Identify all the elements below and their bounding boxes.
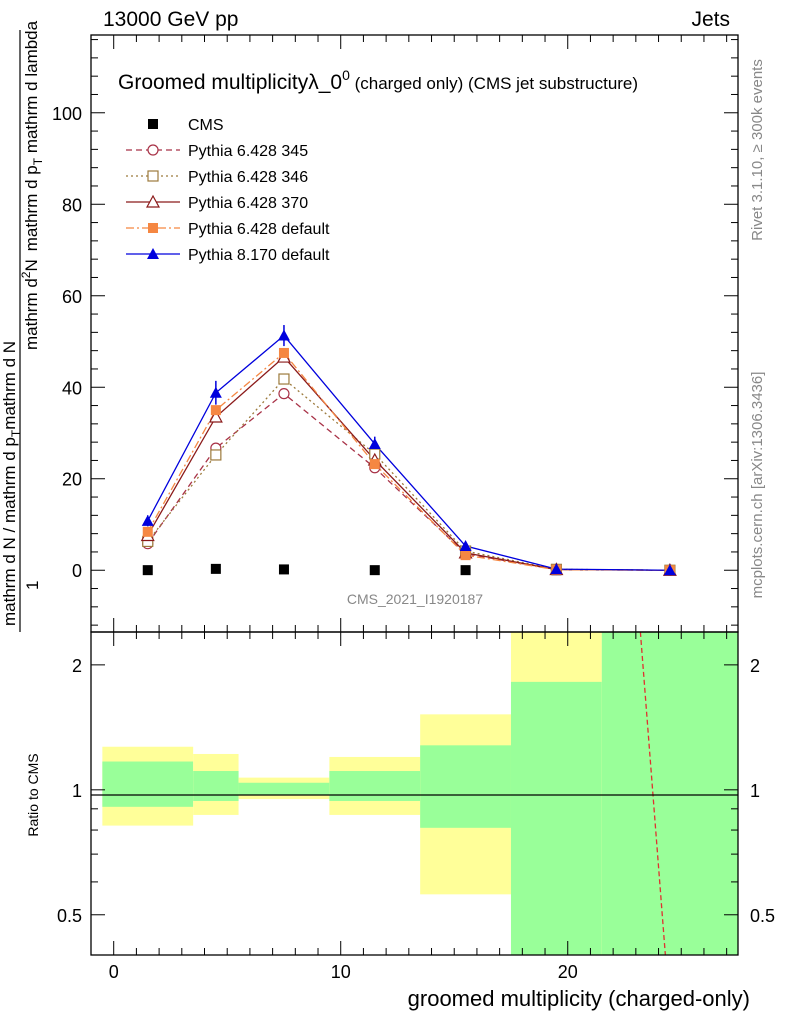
ratio-y-tick-label: 0.5 — [57, 906, 82, 926]
data-point — [278, 564, 289, 575]
series-line — [147, 356, 670, 571]
y-axis-label: 1 — [23, 581, 42, 590]
ratio-band-green — [420, 745, 511, 828]
ylabel-denominator: mathrm d N / mathrm d pTmathrm d N — [0, 341, 23, 626]
data-point — [369, 565, 380, 576]
energy-label: 13000 GeV pp — [103, 8, 239, 31]
data-point — [210, 449, 222, 461]
x-tick-label: 0 — [109, 962, 119, 982]
axis-ticks: 0 10 20 0 20 40 60 80 100 0.5 0.5 1 1 2 2 — [52, 35, 775, 982]
data-point — [550, 563, 563, 575]
ratio-y-tick-label: 2 — [72, 656, 82, 676]
legend-marker — [147, 248, 159, 259]
legend-label: Pythia 8.170 default — [188, 247, 330, 264]
x-tick-label: 20 — [558, 962, 578, 982]
ratio-red-line — [639, 631, 667, 956]
series-markers — [140, 329, 677, 576]
legend-label: Pythia 6.428 default — [188, 221, 330, 238]
y-tick-label: 0 — [72, 561, 82, 581]
x-tick-label: 10 — [331, 962, 351, 982]
y-tick-label: 20 — [62, 470, 82, 490]
series-line — [147, 352, 670, 571]
ratio-band-green — [193, 771, 239, 801]
data-point — [459, 539, 472, 551]
legend-marker — [148, 223, 158, 233]
data-point — [369, 459, 380, 470]
data-point — [277, 329, 290, 341]
legend-marker — [145, 194, 161, 208]
legend-label: Pythia 6.428 370 — [188, 195, 308, 212]
y-tick-label: 100 — [52, 104, 82, 124]
ylabel-numerator: 1 — [23, 581, 42, 590]
chart-title: Groomed multiplicityλ_00 (charged only) … — [118, 67, 638, 94]
ratio-frame — [90, 631, 739, 956]
ratio-band-green — [329, 771, 421, 801]
legend-marker — [147, 144, 159, 156]
mcplots-label: mcplots.cern.ch [arXiv:1306.3436] — [749, 372, 766, 599]
series-line — [147, 334, 670, 571]
x-axis-label: groomed multiplicity (charged-only) — [407, 986, 750, 1011]
data-point — [278, 388, 290, 400]
data-point — [278, 373, 290, 385]
y-tick-label: 80 — [62, 195, 82, 215]
data-point — [210, 563, 221, 574]
data-point — [209, 386, 222, 398]
ratio-y-tick-label-right: 0.5 — [750, 906, 775, 926]
data-point — [460, 550, 471, 561]
data-point — [368, 437, 381, 449]
data-point — [141, 514, 154, 526]
data-point — [142, 526, 153, 537]
legend-label: CMS — [188, 117, 224, 134]
ratio-band-green — [238, 782, 330, 796]
legend-marker — [147, 170, 159, 182]
legend-marker — [148, 119, 158, 129]
series-lines — [147, 325, 670, 571]
process-label: Jets — [691, 8, 730, 31]
y-tick-label: 40 — [62, 378, 82, 398]
ratio-y-axis-label: Ratio to CMS — [25, 753, 41, 836]
data-point — [663, 564, 676, 576]
rivet-label: Rivet 3.1.10, ≥ 300k events — [749, 59, 766, 241]
data-point — [142, 565, 153, 576]
ratio-y-tick-label-right: 1 — [750, 781, 760, 801]
legend-label: Pythia 6.428 346 — [188, 169, 308, 186]
legend-label: Pythia 6.428 345 — [188, 143, 308, 160]
data-point — [460, 565, 471, 576]
ratio-bands — [102, 632, 738, 955]
ratio-band-green — [601, 632, 738, 955]
ratio-y-tick-label-right: 2 — [750, 656, 760, 676]
ratio-red-line-segment — [639, 631, 667, 956]
ylabel-upper: mathrm d2Nmathrm d pT mathrm d lambda — [19, 20, 45, 350]
ratio-band-green — [102, 761, 194, 807]
data-point — [210, 405, 221, 416]
legend: CMS Pythia 6.428 345 Pythia 6.428 346 Pythi… — [126, 117, 330, 264]
ratio-y-tick-label: 1 — [72, 781, 82, 801]
y-tick-label: 60 — [62, 287, 82, 307]
ratio-band-green — [510, 681, 602, 955]
data-point — [208, 409, 223, 423]
watermark: CMS_2021_I1920187 — [347, 591, 483, 607]
data-point — [278, 347, 289, 358]
